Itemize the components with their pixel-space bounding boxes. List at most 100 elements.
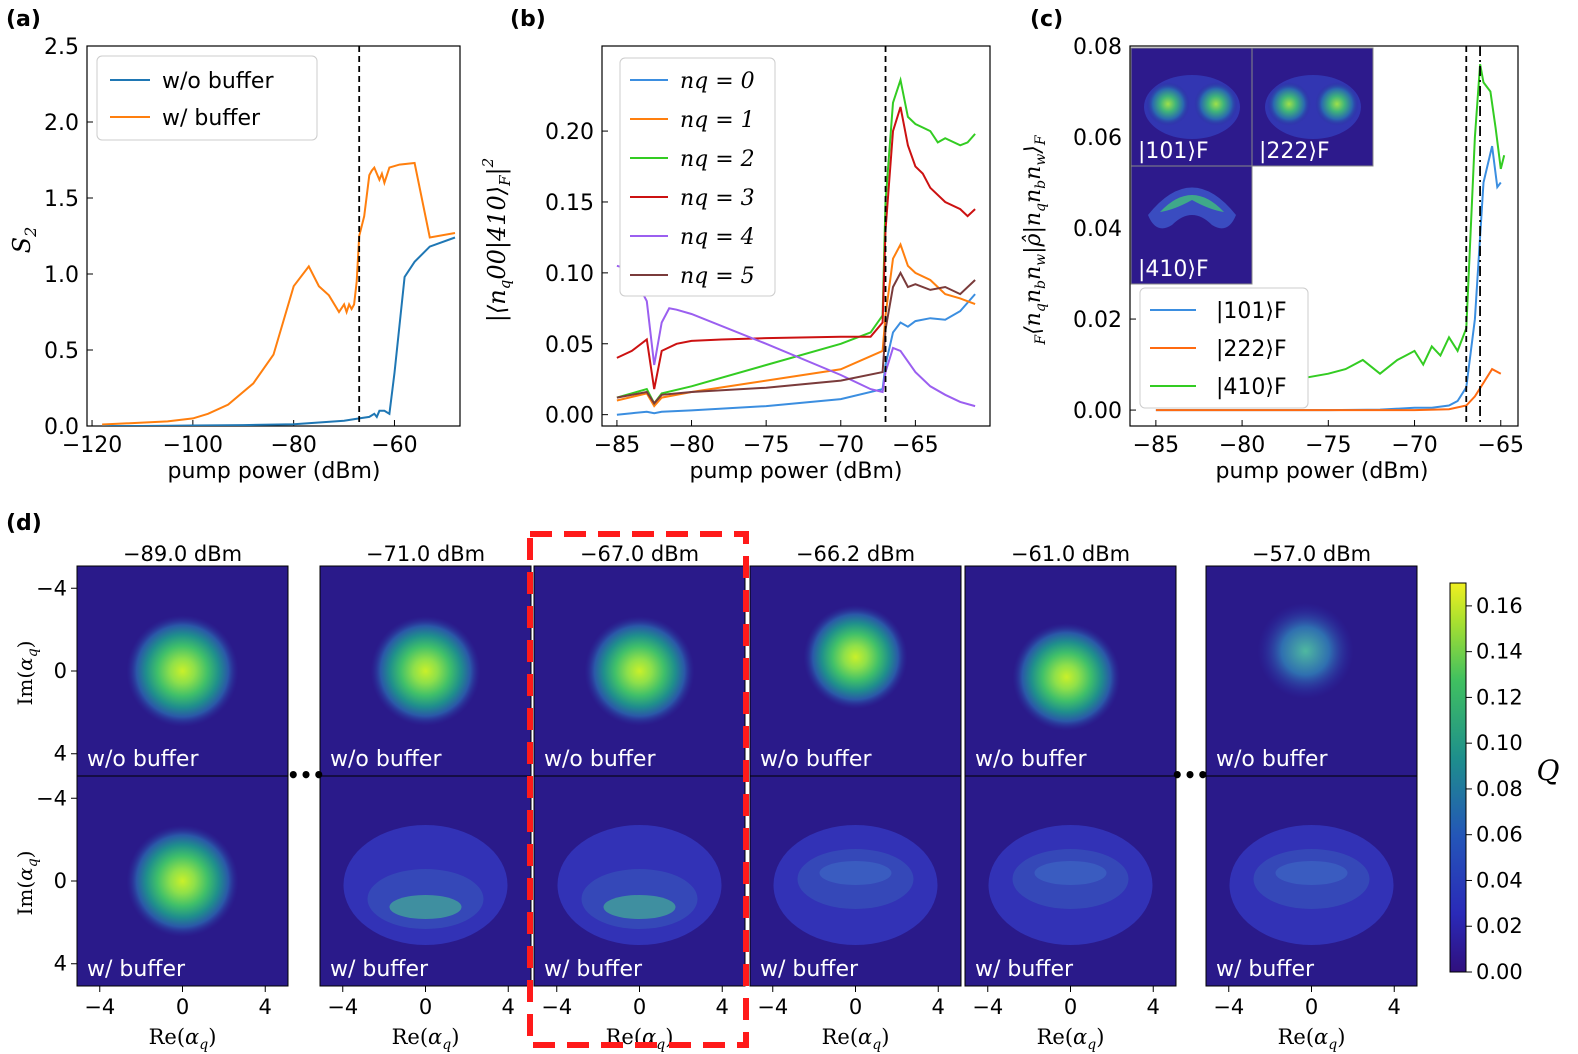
colorbar-label: Q xyxy=(1537,754,1560,787)
inset-lobe-left xyxy=(1267,82,1311,126)
inset-label-222: |222⟩F xyxy=(1259,139,1330,164)
series-line--410-f xyxy=(1155,64,1506,398)
y-axis-label: |⟨nq00|410⟩F|2 xyxy=(479,158,514,322)
inset-label-410: |410⟩F xyxy=(1138,257,1209,282)
y-tick-label: −4 xyxy=(36,786,67,810)
x-tick-label: −75 xyxy=(743,433,789,458)
map-title: −57.0 dBm xyxy=(1252,542,1371,566)
panel-a: −120 −100 −80 −60 0.0 0.5 1.0 1.5 2.0 2.5 pump po… xyxy=(8,35,461,484)
q-distribution-blob xyxy=(1012,623,1121,731)
x-tick-label: −70 xyxy=(1391,433,1437,458)
x-tick-label: −4 xyxy=(541,995,572,1019)
legend-label: |222⟩F xyxy=(1216,337,1287,362)
y-axis-label-bottom: Im(αq) xyxy=(13,851,41,916)
y-tick-label: 0.10 xyxy=(545,262,594,287)
y-tick-label: 4 xyxy=(54,952,67,976)
x-tick-label: 4 xyxy=(932,995,945,1019)
x-axis-label: Re(αq) xyxy=(1278,1025,1346,1053)
legend-label-wo: w/o buffer xyxy=(162,69,274,94)
x-tick-label: −4 xyxy=(1213,995,1244,1019)
colorbar xyxy=(1449,582,1467,973)
x-tick-label: −4 xyxy=(327,995,358,1019)
series-line-nq-4 xyxy=(616,264,976,408)
q-distribution-core xyxy=(1034,861,1107,885)
colorbar-ticks: 0.00 0.02 0.04 0.06 0.08 0.10 0.12 0.14 0.16 xyxy=(1466,594,1523,984)
y-tick-label: 0.0 xyxy=(44,415,79,440)
ellipsis-right: ••• xyxy=(1171,763,1209,787)
q-distribution-blob xyxy=(370,616,481,726)
legend-label: nq = 5 xyxy=(680,264,755,289)
x-tick-label: 4 xyxy=(1147,995,1160,1019)
row-label: w/ buffer xyxy=(544,957,643,982)
highlight-box xyxy=(527,531,749,1048)
axes-frame xyxy=(86,45,461,427)
y-tick-label: 0.00 xyxy=(1073,399,1122,424)
row-label: w/ buffer xyxy=(1216,957,1315,982)
x-tick-label: −85 xyxy=(1133,433,1179,458)
legend-label: nq = 4 xyxy=(680,225,755,250)
y-tick-label: 0.05 xyxy=(545,333,594,358)
y-tick-label: 0.06 xyxy=(1073,126,1122,151)
legend: w/o buffer w/ buffer xyxy=(96,55,318,141)
row-label: w/o buffer xyxy=(760,747,872,772)
y-tick-label: 2.5 xyxy=(44,35,79,60)
tick-labels: −85 −80 −75 −70 −65 0.00 0.05 0.10 0.15 0.20 xyxy=(545,120,939,458)
x-tick-label: −80 xyxy=(270,433,316,458)
y-tick-label: 0.5 xyxy=(44,339,79,364)
q-distribution-blob xyxy=(1257,603,1354,699)
inset-410: |410⟩F xyxy=(1130,165,1253,285)
row-label: w/o buffer xyxy=(975,747,1087,772)
y-tick-label: 4 xyxy=(54,742,67,766)
x-tick-label: −120 xyxy=(62,433,122,458)
series-lines xyxy=(1155,46,1506,426)
x-axis-label: Re(αq) xyxy=(149,1025,217,1053)
legend-box xyxy=(1139,287,1309,409)
x-tick-label: 0 xyxy=(849,995,862,1019)
panel-label-a: (a) xyxy=(6,7,41,32)
inset-background xyxy=(1130,165,1253,285)
x-tick-label: 4 xyxy=(1388,995,1401,1019)
x-tick-label: 0 xyxy=(1305,995,1318,1019)
panel-b: −85 −80 −75 −70 −65 0.00 0.05 0.10 0.15 0.20 pump… xyxy=(479,45,991,484)
svg-text:F⟨nqnbnw|ρ̂|nqnbnw⟩F: F⟨nqnbnw|ρ̂|nqnbnw⟩F xyxy=(1021,134,1049,346)
y-tick-label: −4 xyxy=(36,576,67,600)
y-tick-label: 0.20 xyxy=(545,120,594,145)
legend-label: |101⟩F xyxy=(1216,299,1287,324)
y-tick-label: 0.02 xyxy=(1073,308,1122,333)
y-tick-label: 0.15 xyxy=(545,191,594,216)
legend-label-w: w/ buffer xyxy=(162,106,261,131)
map-title: −89.0 dBm xyxy=(123,542,242,566)
x-tick-label: −80 xyxy=(668,433,714,458)
row-label: w/ buffer xyxy=(975,957,1074,982)
q-distribution-blob xyxy=(584,616,695,726)
row-label: w/o buffer xyxy=(1216,747,1328,772)
tick-labels: −85 −80 −75 −70 −65 0.00 0.02 0.04 0.06 0.08 xyxy=(1073,35,1524,458)
tick-labels: −120 −100 −80 −60 0.0 0.5 1.0 1.5 2.0 2.5 xyxy=(44,35,418,458)
series-line-nq-3 xyxy=(616,106,976,390)
y-tick-label: 0.00 xyxy=(545,404,594,429)
legend-label: |410⟩F xyxy=(1216,375,1287,400)
x-axis-label: Re(αq) xyxy=(822,1025,890,1053)
row-label: w/ buffer xyxy=(760,957,859,982)
y-tick-label: 0 xyxy=(54,659,67,683)
x-tick-label: 0 xyxy=(176,995,189,1019)
legend: nq = 0 nq = 1 nq = 2 nq = 3 nq = 4 nq = 5 xyxy=(619,57,776,297)
series-line-nq-1 xyxy=(616,241,976,408)
map-title: −71.0 dBm xyxy=(366,542,485,566)
x-tick-label: −4 xyxy=(84,995,115,1019)
colorbar-tick-label: 0.00 xyxy=(1476,960,1523,984)
q-distribution-core xyxy=(389,895,462,919)
x-tick-label: −80 xyxy=(1219,433,1265,458)
series-line-w-buffer xyxy=(102,161,456,426)
q-distribution-blob xyxy=(126,615,239,727)
row-label: w/o buffer xyxy=(87,747,199,772)
q-distribution-core xyxy=(1275,861,1348,885)
x-tick-label: −100 xyxy=(163,433,223,458)
x-tick-label: 0 xyxy=(633,995,646,1019)
colorbar-tick-label: 0.10 xyxy=(1476,731,1523,755)
x-tick-label: −4 xyxy=(757,995,788,1019)
legend: |101⟩F |222⟩F |410⟩F xyxy=(1139,287,1309,409)
x-tick-label: 4 xyxy=(502,995,515,1019)
inset-222: |222⟩F xyxy=(1251,47,1374,167)
legend-box xyxy=(96,55,318,141)
